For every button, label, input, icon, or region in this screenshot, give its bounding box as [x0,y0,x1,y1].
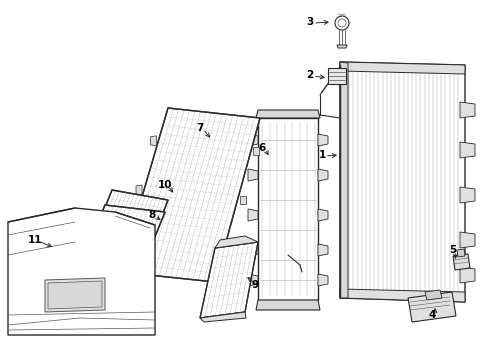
Polygon shape [248,244,258,256]
Polygon shape [60,205,165,318]
Polygon shape [460,267,475,283]
Polygon shape [136,185,142,195]
Text: 1: 1 [318,150,326,160]
Polygon shape [248,134,258,146]
Polygon shape [460,102,475,118]
Polygon shape [258,118,318,300]
Polygon shape [200,312,246,322]
Text: 11: 11 [28,235,42,245]
Polygon shape [226,245,232,253]
Text: 9: 9 [251,280,259,290]
Text: 2: 2 [306,70,314,80]
Circle shape [80,241,88,249]
Polygon shape [408,292,456,322]
Circle shape [91,213,99,221]
Polygon shape [318,274,328,286]
Polygon shape [340,289,465,302]
Polygon shape [48,281,102,309]
Polygon shape [337,45,347,48]
Polygon shape [253,147,259,155]
Polygon shape [256,300,320,310]
Polygon shape [8,208,155,335]
Polygon shape [318,169,328,181]
Polygon shape [120,108,260,282]
Polygon shape [460,187,475,203]
Polygon shape [340,62,348,298]
Text: 8: 8 [148,210,156,220]
Polygon shape [68,190,168,308]
Polygon shape [340,62,465,74]
Polygon shape [215,236,258,248]
Polygon shape [200,242,258,318]
Polygon shape [328,68,346,84]
Text: 10: 10 [158,180,172,190]
Polygon shape [318,244,328,256]
Polygon shape [248,209,258,221]
Polygon shape [45,278,105,312]
Polygon shape [150,136,156,146]
Polygon shape [122,234,127,244]
Polygon shape [248,169,258,181]
Polygon shape [457,249,465,257]
Polygon shape [453,254,470,270]
Polygon shape [256,110,320,118]
Text: 5: 5 [449,245,457,255]
Polygon shape [318,134,328,146]
Circle shape [69,269,77,276]
Text: 7: 7 [196,123,204,133]
Polygon shape [460,232,475,248]
Text: 4: 4 [428,310,436,320]
Text: 6: 6 [258,143,266,153]
Polygon shape [460,142,475,158]
Polygon shape [425,290,442,300]
Text: 3: 3 [306,17,314,27]
Polygon shape [340,62,465,302]
Polygon shape [240,196,245,204]
Polygon shape [318,209,328,221]
Polygon shape [248,274,258,286]
Circle shape [335,16,349,30]
